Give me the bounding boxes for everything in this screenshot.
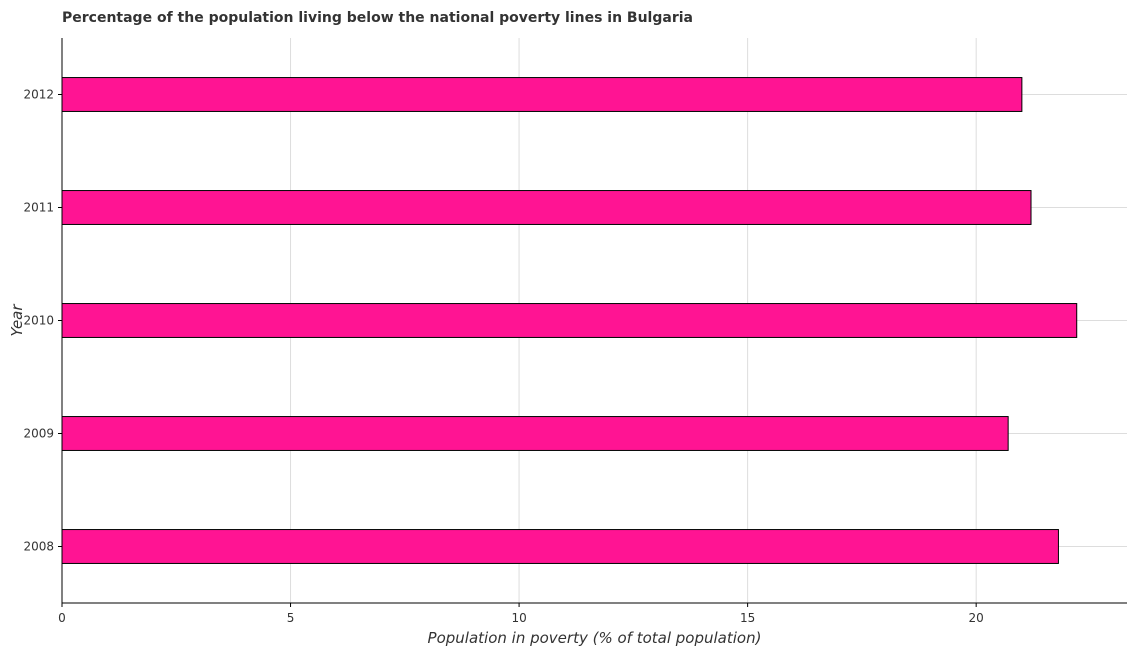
y-axis-label: Year (8, 304, 26, 337)
bar-2009 (61, 416, 1009, 451)
x-tick-label: 15 (740, 611, 755, 625)
bar-2011 (61, 190, 1032, 225)
x-tick-label: 0 (58, 611, 66, 625)
y-tick-label: 2011 (23, 201, 54, 215)
x-tick-label: 20 (969, 611, 984, 625)
chart-title: Percentage of the population living belo… (62, 10, 693, 26)
y-tick-label: 2009 (23, 427, 54, 441)
bar-2012 (61, 77, 1023, 112)
x-tick-label: 10 (511, 611, 526, 625)
bar-2010 (61, 303, 1078, 338)
x-tick-label: 5 (287, 611, 295, 625)
x-axis-label: Population in poverty (% of total popula… (428, 629, 762, 647)
bars (61, 77, 1078, 564)
y-tick-label: 2008 (23, 540, 54, 554)
y-tick-label: 2012 (23, 88, 54, 102)
y-axis-ticks: 2008 2009 2010 2011 2012 (23, 88, 62, 554)
y-tick-label: 2010 (23, 314, 54, 328)
x-axis-ticks: 0 5 10 15 20 (58, 603, 984, 625)
bar-2008 (61, 529, 1059, 564)
